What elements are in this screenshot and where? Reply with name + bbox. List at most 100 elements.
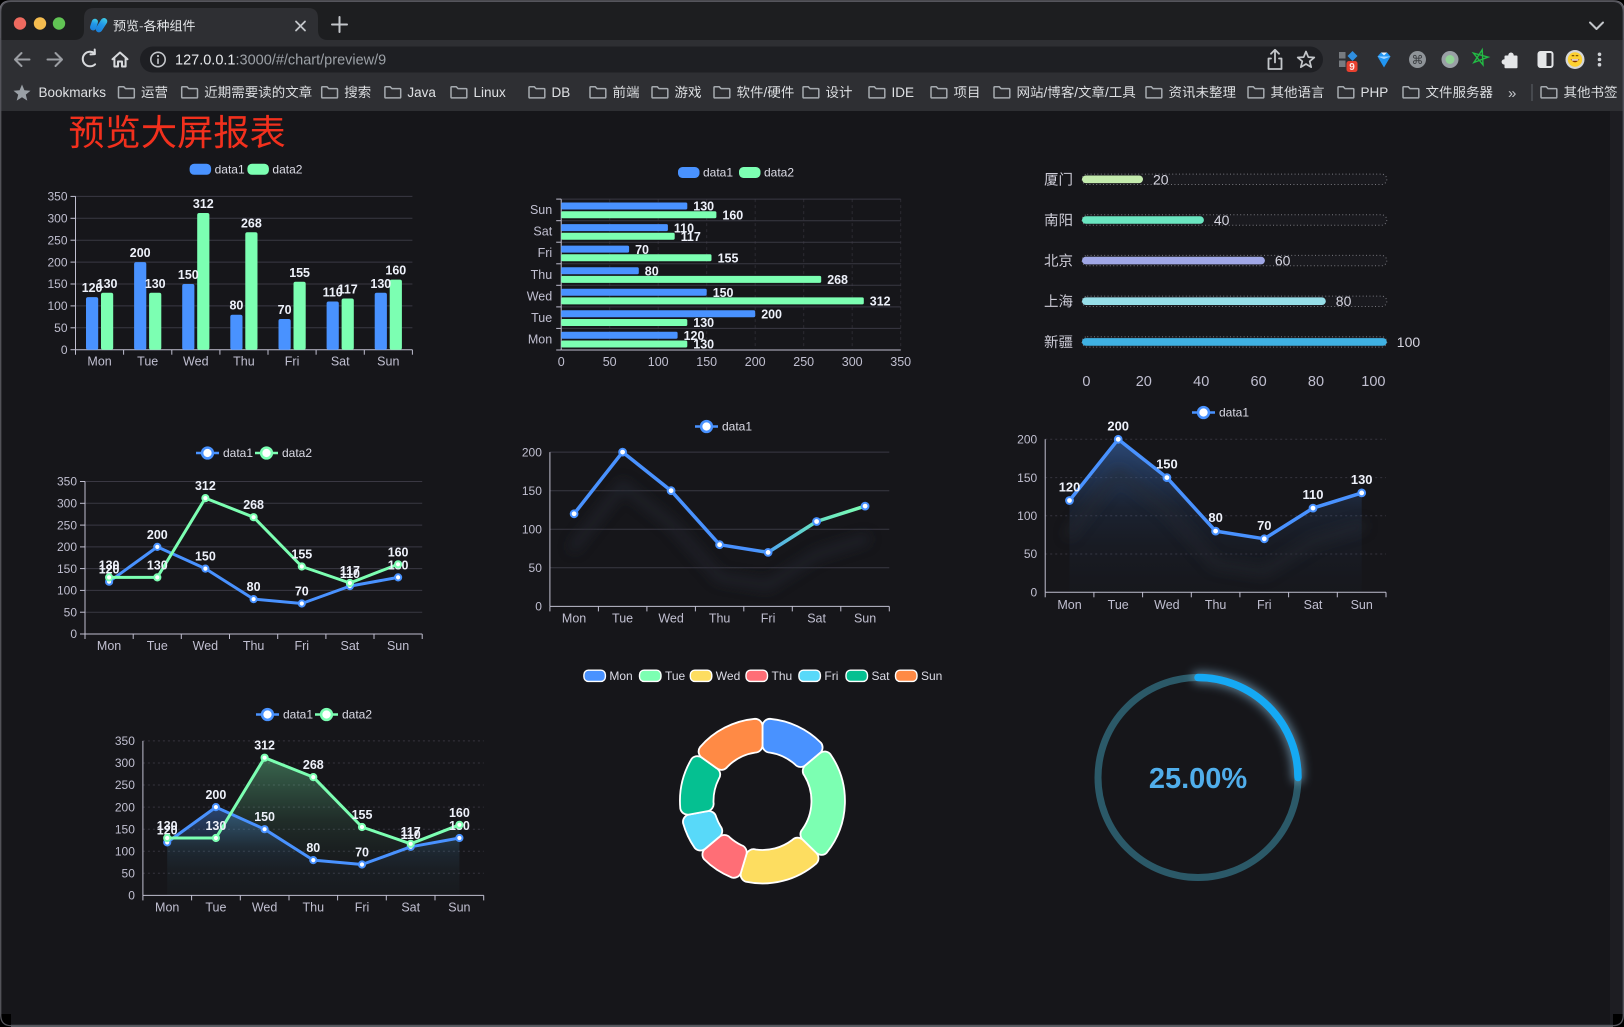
svg-text:100: 100 — [115, 845, 135, 859]
svg-text:130: 130 — [99, 558, 120, 572]
svg-text:70: 70 — [295, 585, 309, 599]
svg-text:155: 155 — [352, 808, 373, 822]
svg-text:350: 350 — [57, 475, 77, 489]
svg-text:Thu: Thu — [303, 900, 325, 914]
svg-text:117: 117 — [338, 283, 358, 297]
svg-text:40: 40 — [1214, 212, 1230, 228]
svg-text:60: 60 — [1251, 374, 1267, 390]
svg-text:80: 80 — [1308, 374, 1324, 390]
svg-text:/: / — [1105, 85, 1109, 100]
svg-text:Tue: Tue — [137, 355, 158, 369]
svg-text:data1: data1 — [283, 708, 313, 722]
svg-text:Fri: Fri — [1257, 598, 1272, 612]
svg-text:110: 110 — [401, 828, 421, 842]
svg-text:70: 70 — [355, 846, 369, 860]
svg-text:0: 0 — [558, 355, 565, 369]
svg-text:Sun: Sun — [377, 355, 399, 369]
svg-text:120: 120 — [99, 563, 120, 577]
svg-text:130: 130 — [693, 316, 714, 330]
svg-text:Wed: Wed — [716, 669, 740, 683]
svg-text:Tue: Tue — [147, 639, 168, 653]
svg-text:9: 9 — [1349, 62, 1355, 73]
svg-text:160: 160 — [449, 806, 470, 820]
svg-text:Mon: Mon — [609, 669, 632, 683]
svg-text:80: 80 — [306, 841, 320, 855]
svg-text:Sat: Sat — [331, 355, 350, 369]
svg-text:50: 50 — [1024, 547, 1038, 561]
svg-text:0: 0 — [70, 627, 77, 641]
svg-text:Thu: Thu — [531, 268, 553, 282]
svg-text:Thu: Thu — [243, 639, 265, 653]
svg-text:110: 110 — [1303, 487, 1324, 502]
svg-text:0: 0 — [128, 889, 135, 903]
svg-text:100: 100 — [522, 523, 542, 537]
svg-text:120: 120 — [684, 329, 705, 343]
svg-text:80: 80 — [247, 580, 261, 594]
svg-text:160: 160 — [388, 545, 409, 559]
svg-text:0: 0 — [1082, 374, 1090, 390]
svg-text:Sun: Sun — [530, 203, 552, 217]
svg-text:Sun: Sun — [854, 611, 876, 625]
svg-text:268: 268 — [243, 498, 264, 512]
svg-text:268: 268 — [827, 273, 848, 287]
svg-text:Tue: Tue — [665, 669, 686, 683]
svg-text:160: 160 — [722, 208, 743, 222]
svg-text:200: 200 — [1107, 418, 1129, 433]
svg-text:130: 130 — [205, 819, 226, 833]
svg-text:50: 50 — [54, 321, 68, 335]
svg-text:Tue: Tue — [531, 311, 552, 325]
svg-text:Sat: Sat — [872, 669, 891, 683]
svg-text:200: 200 — [57, 540, 77, 554]
svg-text:200: 200 — [522, 445, 542, 459]
svg-text:300: 300 — [57, 497, 77, 511]
svg-text:DB: DB — [552, 85, 571, 100]
svg-text:0: 0 — [1031, 586, 1038, 600]
svg-text:300: 300 — [842, 355, 863, 369]
svg-text:Wed: Wed — [252, 900, 278, 914]
svg-text:110: 110 — [674, 221, 694, 235]
svg-text:150: 150 — [47, 277, 67, 291]
svg-text:100: 100 — [47, 299, 67, 313]
svg-text:Sun: Sun — [448, 900, 470, 914]
svg-text:350: 350 — [47, 190, 67, 204]
svg-text:117: 117 — [681, 230, 701, 244]
svg-text:Mon: Mon — [155, 900, 179, 914]
svg-text:Sat: Sat — [341, 639, 360, 653]
svg-text:Tue: Tue — [612, 611, 633, 625]
svg-text:data1: data1 — [223, 446, 253, 460]
svg-text:Wed: Wed — [193, 639, 219, 653]
svg-text:200: 200 — [761, 308, 782, 322]
svg-text:data2: data2 — [764, 166, 794, 180]
svg-text:data2: data2 — [272, 163, 302, 177]
svg-text:Mon: Mon — [87, 355, 111, 369]
svg-text:160: 160 — [385, 264, 406, 278]
svg-text:155: 155 — [718, 252, 739, 266]
svg-text:Linux: Linux — [474, 85, 507, 100]
svg-text:/: / — [764, 85, 768, 100]
svg-text:0: 0 — [61, 343, 68, 357]
svg-text:Sat: Sat — [807, 611, 826, 625]
svg-text:120: 120 — [157, 823, 178, 837]
svg-text:155: 155 — [289, 266, 310, 280]
svg-text:Wed: Wed — [1154, 598, 1180, 612]
svg-text:IDE: IDE — [892, 85, 915, 100]
svg-text:300: 300 — [47, 212, 67, 226]
svg-text:Bookmarks: Bookmarks — [39, 85, 107, 100]
svg-text:Sat: Sat — [1304, 598, 1323, 612]
svg-text:130: 130 — [370, 277, 391, 291]
svg-text:Fri: Fri — [355, 900, 370, 914]
svg-text:Wed: Wed — [658, 611, 684, 625]
svg-text::3000/#/chart/preview/9: :3000/#/chart/preview/9 — [236, 52, 387, 68]
svg-text:50: 50 — [603, 355, 617, 369]
svg-text:PHP: PHP — [1361, 85, 1389, 100]
svg-text:40: 40 — [1193, 374, 1209, 390]
svg-text:155: 155 — [291, 548, 312, 562]
svg-text:130: 130 — [97, 277, 118, 291]
svg-text:150: 150 — [713, 286, 734, 300]
svg-text:110: 110 — [340, 567, 360, 581]
svg-text:130: 130 — [157, 819, 178, 833]
svg-text:312: 312 — [254, 739, 275, 753]
svg-text:Fri: Fri — [824, 669, 838, 683]
svg-text:Fri: Fri — [761, 611, 776, 625]
svg-text:200: 200 — [130, 246, 151, 260]
